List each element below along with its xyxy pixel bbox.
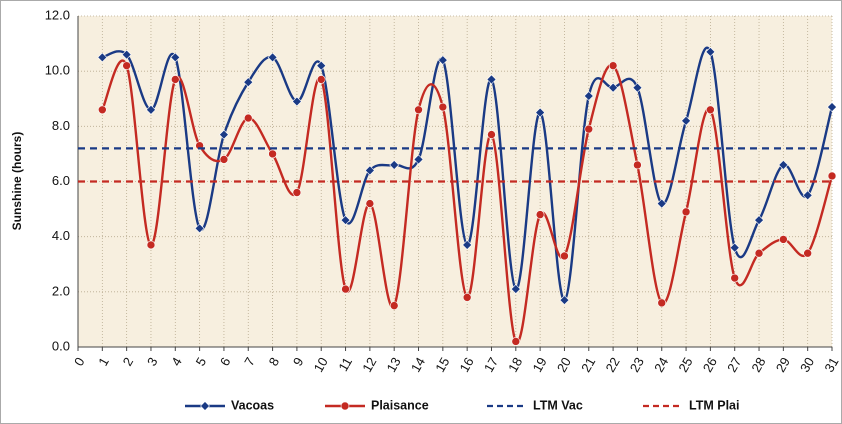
marker <box>219 155 229 164</box>
x-tick-label: 21 <box>578 355 598 375</box>
marker <box>510 284 521 294</box>
marker <box>632 82 643 93</box>
marker <box>267 52 278 63</box>
marker <box>681 207 691 217</box>
legend-label: Plaisance <box>371 398 429 412</box>
marker <box>121 49 132 60</box>
marker <box>243 113 253 123</box>
marker <box>364 165 375 176</box>
x-tick-label: 24 <box>651 355 671 375</box>
legend-label: LTM Plai <box>689 398 739 412</box>
marker <box>268 149 277 159</box>
x-tick-label: 30 <box>797 355 817 375</box>
marker <box>200 401 210 411</box>
x-tick-label: 16 <box>457 355 477 375</box>
marker <box>681 115 691 126</box>
x-tick-label: 19 <box>529 355 549 375</box>
marker <box>729 242 740 253</box>
marker <box>219 129 229 140</box>
marker <box>291 96 302 107</box>
marker <box>608 61 618 70</box>
x-tick-label: 13 <box>384 355 404 375</box>
x-tick-label: 27 <box>724 355 744 375</box>
marker <box>170 52 181 63</box>
marker <box>827 171 837 181</box>
marker <box>608 82 619 93</box>
legend-label: Vacoas <box>231 398 274 412</box>
x-tick-label: 25 <box>675 355 695 375</box>
marker <box>146 240 156 250</box>
marker <box>341 284 350 294</box>
marker <box>486 74 497 85</box>
marker <box>535 107 546 118</box>
x-tick-label: 22 <box>602 355 622 375</box>
x-tick-label: 18 <box>505 355 525 375</box>
y-axis-label: Sunshine (hours) <box>10 132 24 231</box>
y-tick-label: 8.0 <box>52 118 70 133</box>
marker <box>778 160 789 170</box>
marker <box>559 295 570 306</box>
y-tick-label: 2.0 <box>52 283 70 298</box>
x-tick-label: 14 <box>408 355 428 375</box>
y-tick-label: 0.0 <box>52 338 70 353</box>
marker <box>413 154 424 165</box>
marker <box>462 293 472 302</box>
marker <box>316 60 327 71</box>
marker <box>414 105 423 115</box>
y-tick-label: 10.0 <box>45 63 70 78</box>
y-tick-label: 6.0 <box>52 173 70 188</box>
y-tick-label: 12.0 <box>45 7 70 22</box>
x-tick-label: 11 <box>335 355 355 374</box>
marker <box>657 298 667 308</box>
x-tick-label: 23 <box>627 355 647 375</box>
marker <box>365 199 375 208</box>
x-tick-label: 17 <box>481 355 501 375</box>
marker <box>584 124 594 134</box>
marker <box>706 105 715 115</box>
x-tick-label: 20 <box>554 355 574 375</box>
marker <box>827 102 837 112</box>
marker <box>316 75 326 84</box>
marker <box>170 75 180 84</box>
marker <box>98 105 107 115</box>
marker <box>97 52 108 63</box>
x-tick-label: 28 <box>748 355 768 375</box>
marker <box>122 61 131 70</box>
marker <box>779 235 788 244</box>
marker <box>389 160 400 170</box>
marker <box>243 77 254 88</box>
marker <box>487 130 496 139</box>
marker <box>754 248 764 258</box>
marker <box>292 188 302 197</box>
marker <box>340 401 350 411</box>
marker <box>730 273 740 283</box>
legend-label: LTM Vac <box>533 398 583 412</box>
x-tick-label: 31 <box>821 355 841 375</box>
marker <box>389 301 399 310</box>
marker <box>802 190 813 201</box>
marker <box>146 104 156 115</box>
x-tick-label: 12 <box>359 355 379 375</box>
marker <box>340 215 351 226</box>
marker <box>194 223 205 234</box>
x-tick-label: 26 <box>700 355 720 375</box>
y-tick-label: 4.0 <box>52 228 70 243</box>
marker <box>511 337 521 346</box>
marker <box>438 102 448 112</box>
marker <box>583 91 594 101</box>
x-tick-label: 10 <box>311 355 331 375</box>
marker <box>803 248 812 258</box>
marker <box>437 55 448 66</box>
marker <box>656 198 667 209</box>
marker <box>633 160 642 170</box>
marker <box>560 251 569 261</box>
marker <box>535 210 545 219</box>
marker <box>754 215 764 226</box>
x-tick-label: 29 <box>773 355 793 375</box>
x-tick-label: 15 <box>432 355 452 375</box>
marker <box>705 46 716 57</box>
marker <box>462 240 473 250</box>
